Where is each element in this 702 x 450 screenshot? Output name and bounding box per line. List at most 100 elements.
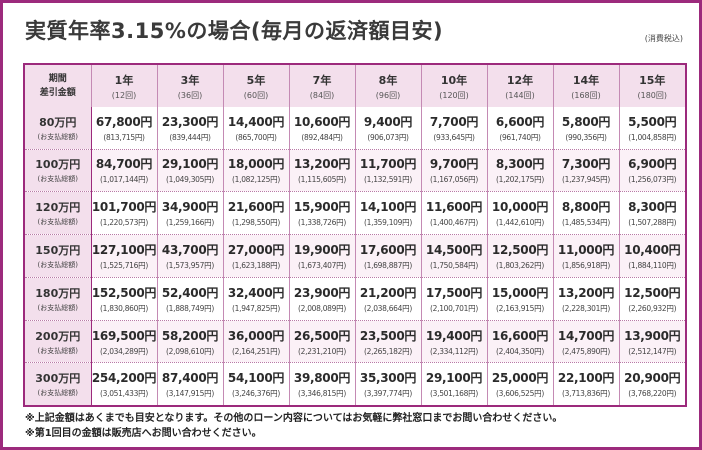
table-cell: 54,100円 (3,246,376円)	[223, 362, 290, 405]
total-payment: (1,220,573円)	[100, 218, 148, 228]
total-payment: (2,008,089円)	[298, 303, 346, 313]
table-cell: 20,900円 (3,768,220円)	[619, 362, 685, 405]
monthly-payment: 12,500円	[491, 242, 549, 257]
row-total-caption: (お支払総額)	[37, 260, 78, 269]
total-payment: (1,947,825円)	[232, 303, 280, 313]
total-payment: (3,501,168円)	[430, 389, 478, 399]
table-row: 300万円 (お支払総額) 254,200円 (3,051,433円) 87,400円 (…	[25, 362, 685, 405]
table-cell: 8,300円 (1,202,175円)	[487, 149, 554, 193]
monthly-payment: 23,900円	[293, 285, 351, 300]
total-payment: (3,051,433円)	[100, 389, 148, 399]
table-cell: 21,200円 (2,038,664円)	[355, 277, 422, 321]
total-payment: (1,256,073円)	[628, 175, 677, 185]
table-cell: 169,500円 (2,034,289円)	[91, 320, 158, 364]
table-row: 150万円 (お支払総額) 127,100円 (1,525,716円) 43,700円 (…	[25, 234, 685, 278]
total-payment: (1,698,887円)	[364, 260, 412, 270]
table-row: 180万円 (お支払総額) 152,500円 (1,830,860円) 52,400円 (…	[25, 277, 685, 321]
monthly-payment: 19,900円	[293, 242, 351, 257]
monthly-payment: 10,400円	[624, 242, 681, 257]
row-header: 80万円 (お支払総額)	[25, 107, 92, 150]
total-payment: (2,512,147円)	[628, 346, 677, 356]
table-cell: 27,000円 (1,623,188円)	[223, 234, 290, 278]
row-total-caption: (お支払総額)	[37, 175, 78, 184]
table-cell: 6,900円 (1,256,073円)	[619, 149, 685, 193]
monthly-payment: 87,400円	[161, 371, 219, 386]
table-cell: 87,400円 (3,147,915円)	[157, 362, 224, 405]
page-title: 実質年率3.15%の場合(毎月の返済額目安)	[25, 19, 444, 43]
note-line: ※第1回目の金額は販売店へお問い合わせください。	[25, 428, 262, 439]
total-payment: (2,231,210円)	[298, 346, 346, 356]
total-payment: (2,404,350円)	[496, 346, 544, 356]
table-cell: 52,400円 (1,888,749円)	[157, 277, 224, 321]
column-header: 3年 (36回)	[157, 65, 224, 107]
total-payment: (2,164,251円)	[232, 346, 280, 356]
total-payment: (1,856,918円)	[562, 260, 610, 270]
monthly-payment: 35,300円	[359, 371, 417, 386]
row-header: 120万円 (お支払総額)	[25, 191, 92, 236]
total-payment: (906,073円)	[367, 132, 409, 142]
table-cell: 25,000円 (3,606,525円)	[487, 362, 554, 405]
monthly-payment: 5,500円	[628, 114, 677, 129]
table-cell: 11,700円 (1,132,591円)	[355, 149, 422, 193]
monthly-payment: 29,100円	[161, 157, 219, 172]
row-header: 100万円 (お支払総額)	[25, 149, 92, 193]
total-payment: (2,038,664円)	[364, 303, 412, 313]
row-amount-label: 300万円	[35, 372, 81, 386]
column-installments-label: (60回)	[243, 90, 269, 100]
column-period-label: 3年	[180, 73, 200, 87]
total-payment: (1,338,726円)	[298, 218, 346, 228]
corner-period-label: 期間	[48, 74, 67, 84]
row-header: 180万円 (お支払総額)	[25, 277, 92, 321]
monthly-payment: 13,900円	[624, 328, 681, 343]
monthly-payment: 152,500円	[91, 285, 157, 300]
corner-amount-label: 差引金額	[39, 88, 76, 98]
total-payment: (3,768,220円)	[628, 389, 677, 399]
monthly-payment: 21,600円	[227, 200, 285, 215]
monthly-payment: 23,300円	[161, 114, 219, 129]
row-total-caption: (お支払総額)	[37, 346, 78, 355]
table-cell: 36,000円 (2,164,251円)	[223, 320, 290, 364]
monthly-payment: 10,000円	[491, 200, 549, 215]
monthly-payment: 13,200円	[293, 157, 351, 172]
monthly-payment: 7,700円	[429, 114, 479, 129]
table-cell: 23,300円 (839,444円)	[157, 107, 224, 150]
monthly-payment: 16,600円	[491, 328, 549, 343]
table-cell: 254,200円 (3,051,433円)	[91, 362, 158, 405]
row-total-caption: (お支払総額)	[37, 218, 78, 227]
monthly-payment: 12,500円	[624, 285, 681, 300]
total-payment: (1,049,305円)	[166, 175, 214, 185]
table-row: 100万円 (お支払総額) 84,700円 (1,017,144円) 29,100円 (1…	[25, 149, 685, 193]
table-cell: 29,100円 (3,501,168円)	[421, 362, 488, 405]
monthly-payment: 36,000円	[227, 328, 285, 343]
monthly-payment: 20,900円	[624, 371, 681, 386]
column-period-label: 1年	[114, 73, 134, 87]
table-cell: 39,800円 (3,346,815円)	[289, 362, 356, 405]
total-payment: (2,100,701円)	[430, 303, 478, 313]
total-payment: (2,265,182円)	[364, 346, 412, 356]
monthly-payment: 52,400円	[161, 285, 219, 300]
table-cell: 10,600円 (892,484円)	[289, 107, 356, 150]
row-header: 150万円 (お支払総額)	[25, 234, 92, 278]
table-row: 80万円 (お支払総額) 67,800円 (813,715円) 23,300円 (839,…	[25, 107, 685, 150]
total-payment: (892,484円)	[301, 132, 343, 142]
total-payment: (1,884,110円)	[628, 260, 677, 270]
notes: ※上記金額はあくまでも目安となります。その他のローン内容についてはお気軽に弊社窓…	[25, 411, 562, 441]
row-amount-label: 120万円	[35, 201, 81, 215]
column-period-label: 12年	[506, 73, 534, 87]
table-cell: 15,900円 (1,338,726円)	[289, 191, 356, 236]
table-cell: 127,100円 (1,525,716円)	[91, 234, 158, 278]
header-row: 期間 差引金額 1年 (12回) 3年 (36回) 5年 (60回) 7年 (84回) 8年 (9…	[25, 65, 685, 107]
table-cell: 7,300円 (1,237,945円)	[553, 149, 620, 193]
monthly-payment: 15,900円	[293, 200, 351, 215]
total-payment: (2,034,289円)	[100, 346, 148, 356]
table-cell: 13,200円 (2,228,301円)	[553, 277, 620, 321]
column-installments-label: (84回)	[309, 90, 335, 100]
table-cell: 15,000円 (2,163,915円)	[487, 277, 554, 321]
column-installments-label: (36回)	[177, 90, 203, 100]
table-cell: 23,900円 (2,008,089円)	[289, 277, 356, 321]
total-payment: (2,334,112円)	[430, 346, 478, 356]
table-cell: 13,900円 (2,512,147円)	[619, 320, 685, 364]
table-cell: 14,400円 (865,700円)	[223, 107, 290, 150]
total-payment: (1,259,166円)	[166, 218, 214, 228]
